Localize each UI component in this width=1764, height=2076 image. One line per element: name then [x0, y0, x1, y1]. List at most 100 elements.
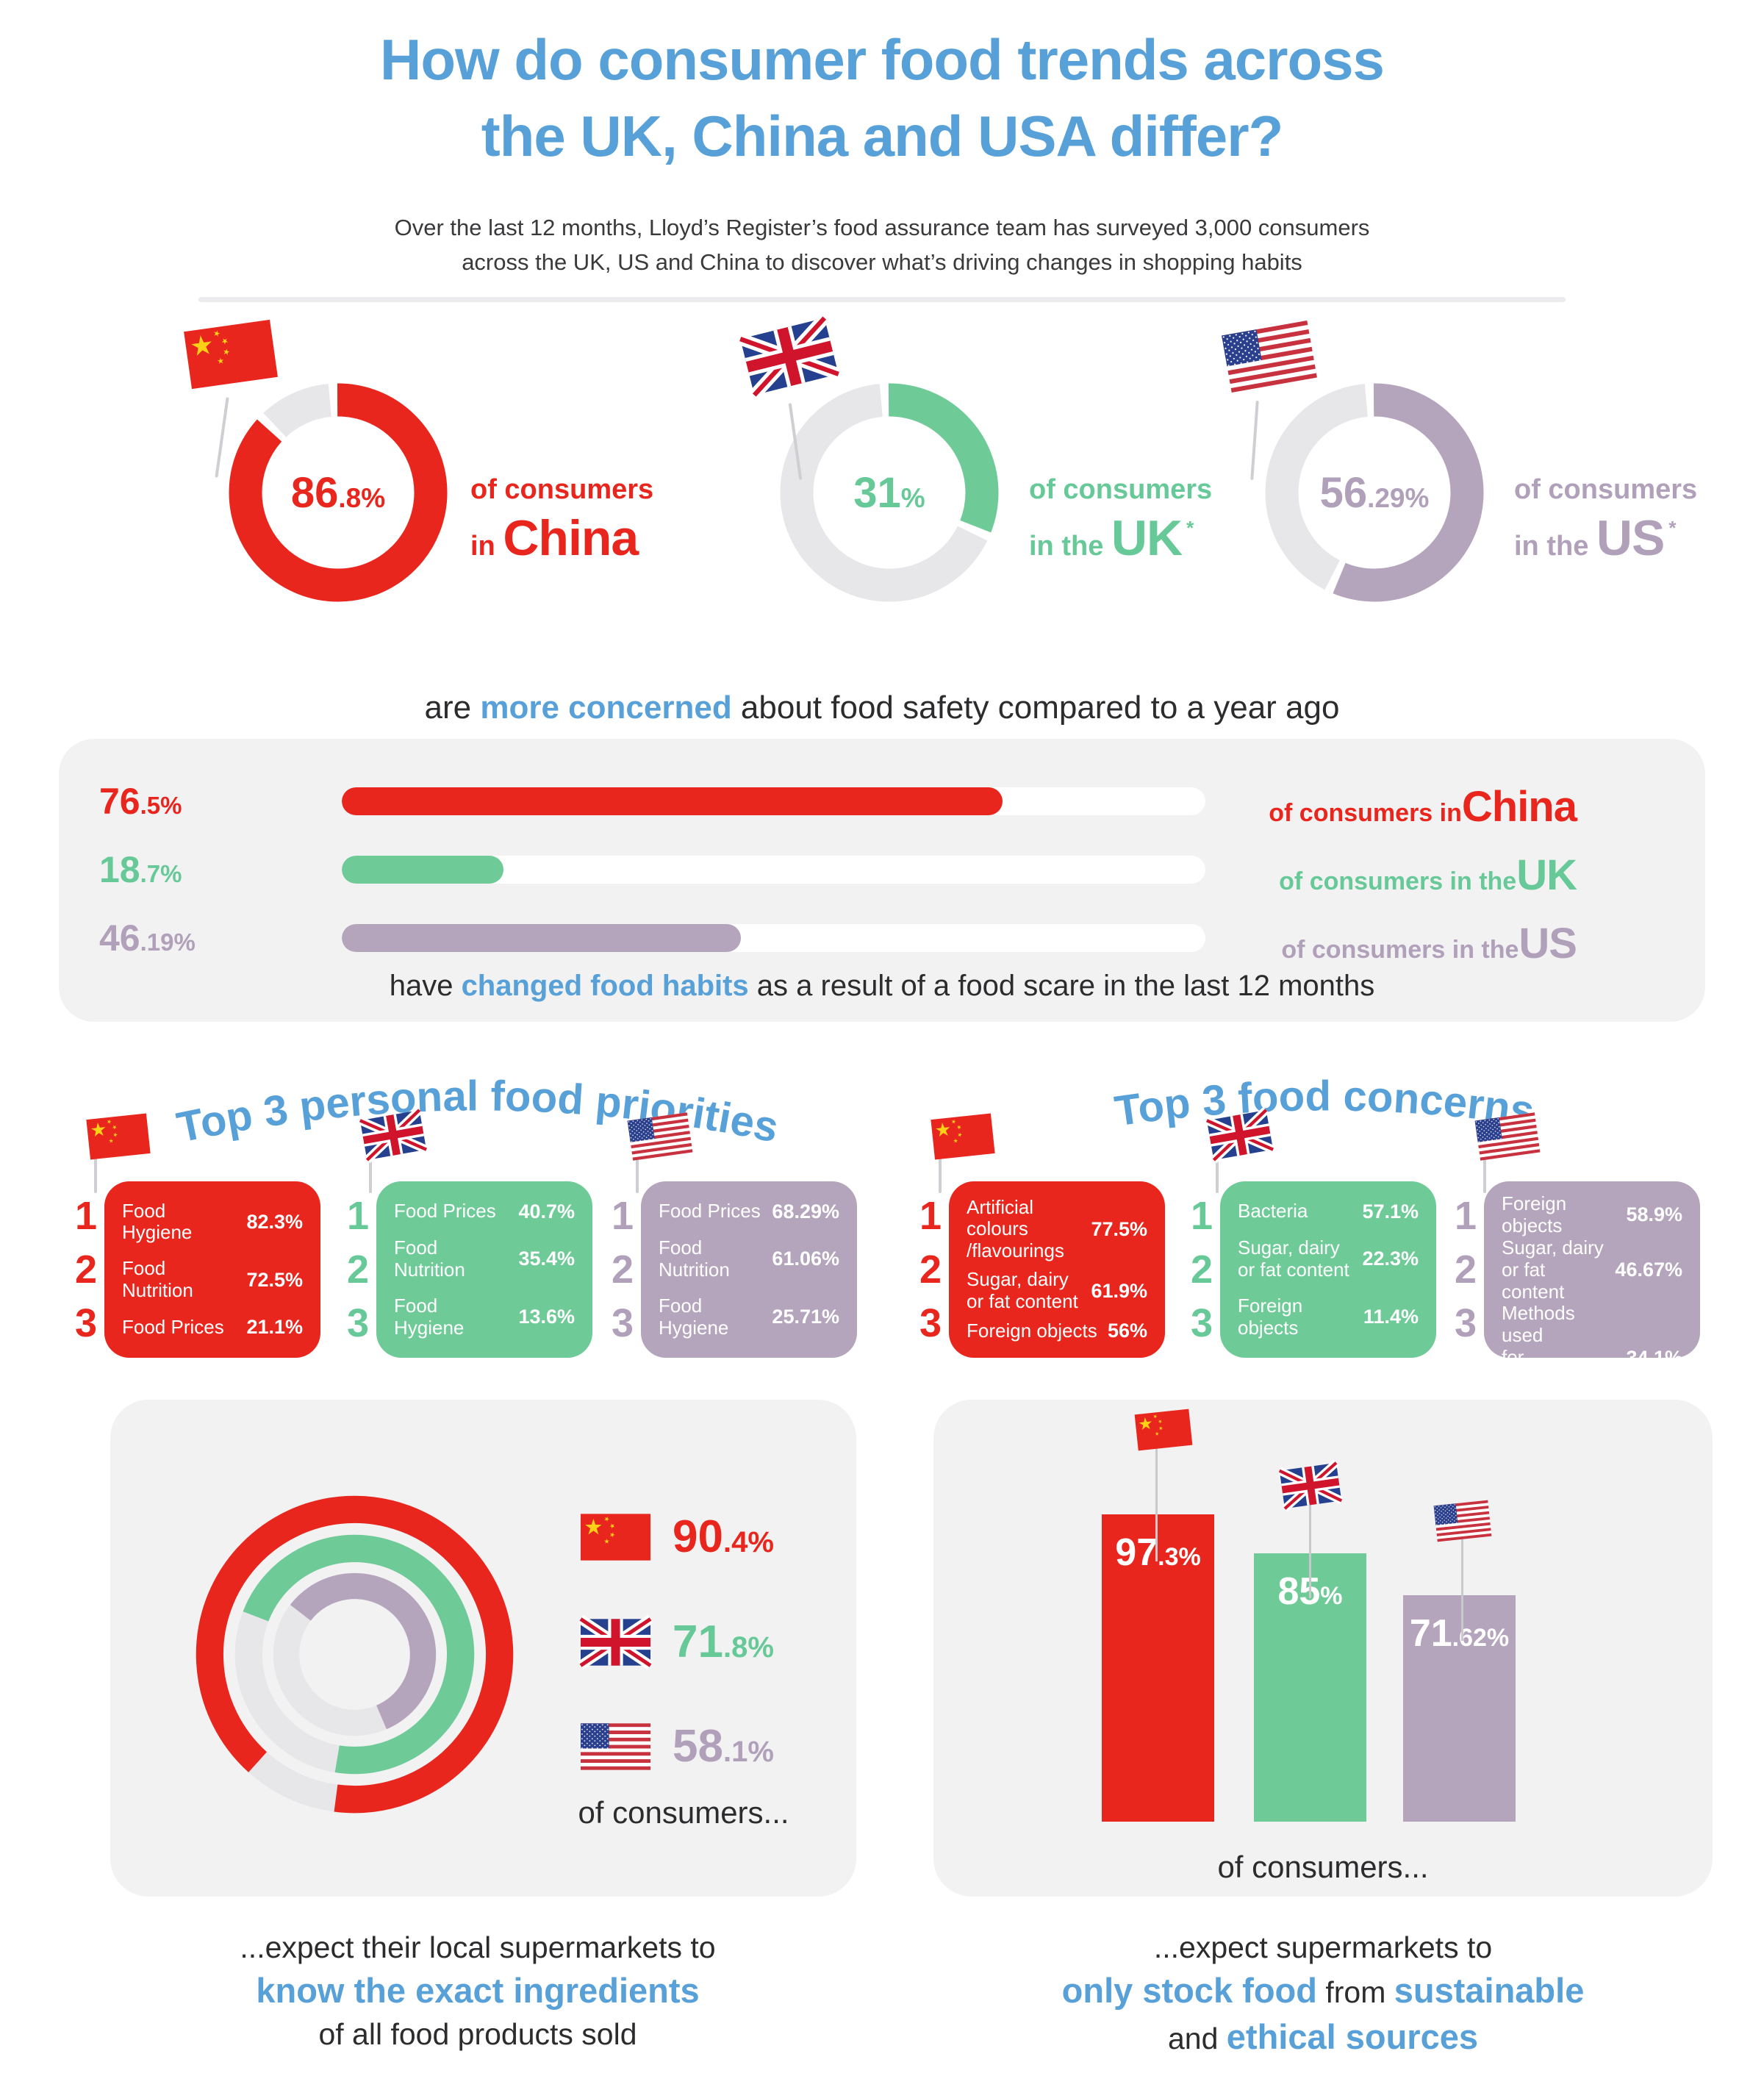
subtitle: Over the last 12 months, Lloyd’s Registe…: [0, 211, 1764, 279]
concerns-card-us: 1 2 3 Foreign objects 58.9% Sugar, dairy …: [1447, 1181, 1700, 1412]
china-flag-icon: [581, 1514, 650, 1561]
china-flag-icon: [184, 319, 278, 390]
changed-habits-panel: 76.5% of consumers in China 18.7% of con…: [59, 739, 1705, 1022]
legend-row-uk: 71.8%: [581, 1616, 774, 1668]
row-value: 34.1%: [1626, 1346, 1682, 1369]
bar-track: [342, 924, 1205, 952]
title-line2: the UK, China and USA differ?: [481, 103, 1283, 168]
row-label: Food Prices: [394, 1200, 496, 1223]
row-value: 21.1%: [246, 1316, 303, 1339]
flag-pole: [1461, 1536, 1463, 1641]
row-label: Methods used for slaughtering animals: [1502, 1302, 1606, 1412]
rank-number: 1: [1190, 1193, 1213, 1238]
rank-number: 2: [919, 1247, 942, 1292]
rings-chart: [196, 1495, 514, 1814]
subtitle-line1: Over the last 12 months, Lloyd’s Registe…: [394, 215, 1370, 240]
rank-number: 3: [611, 1301, 634, 1346]
bar-row-us: 46.19% of consumers in the US: [99, 917, 1577, 967]
row-label: Food Nutrition: [122, 1257, 193, 1302]
row-value: 56%: [1107, 1320, 1147, 1342]
us-food-safety-donut: 56.29%: [1264, 382, 1485, 603]
row-label: Food Nutrition: [659, 1236, 730, 1281]
us-flag-icon: [1433, 1500, 1492, 1542]
china-flag-icon: [86, 1113, 150, 1160]
rank-number: 2: [1454, 1247, 1477, 1292]
row-label: Sugar, dairy or fat content: [1238, 1236, 1349, 1281]
title-line1: How do consumer food trends across: [380, 27, 1385, 92]
concerns-card-uk: 1 2 3 Bacteria 57.1% Sugar, dairy or fat …: [1183, 1181, 1436, 1358]
bar-fill-china: [342, 787, 1003, 815]
priorities-heading-arc: Top 3 personal food priorities: [173, 1072, 782, 1151]
row-label: Sugar, dairy or fat content: [967, 1268, 1078, 1313]
of-consumers-label: of consumers...: [1217, 1850, 1429, 1884]
row-value: 77.5%: [1091, 1217, 1147, 1240]
rank-number: 3: [346, 1301, 370, 1346]
row-value: 72.5%: [246, 1268, 303, 1291]
vbar-us: 71.62%: [1403, 1595, 1516, 1822]
row-value: 61.06%: [772, 1248, 839, 1270]
row-value: 46.67%: [1615, 1259, 1682, 1281]
ingredients-panel: [110, 1400, 856, 1897]
china-flag-icon: [1135, 1409, 1193, 1450]
rank-number: 1: [74, 1193, 98, 1238]
uk-food-safety-donut: 31%: [779, 382, 1000, 603]
flag-pole: [1155, 1444, 1158, 1561]
row-label: Food Hygiene: [122, 1199, 193, 1244]
priorities-heading: Top 3 personal food priorities: [173, 1072, 782, 1151]
row-label: Foreign objects: [967, 1319, 1097, 1342]
us-flag-icon: [1474, 1112, 1541, 1161]
row-label: Food Hygiene: [394, 1294, 465, 1339]
us-donut-percent: 56.29%: [1319, 468, 1430, 517]
row-value: 68.29%: [772, 1200, 839, 1223]
flag-pole: [215, 397, 229, 478]
china-flag-icon: [931, 1113, 994, 1160]
rank-number: 3: [1454, 1301, 1477, 1346]
legend-row-us: 58.1%: [581, 1720, 774, 1772]
subtitle-line2: across the UK, US and China to discover …: [462, 248, 1302, 275]
row-value: 13.6%: [518, 1306, 575, 1328]
row-value: 57.1%: [1362, 1200, 1419, 1223]
rank-number: 1: [611, 1193, 634, 1238]
us-donut-label: of consumers in the US *: [1514, 474, 1698, 566]
vbar-china: 97.3%: [1102, 1514, 1214, 1822]
svg-text:Top 3 personal food priorities: Top 3 personal food priorities: [173, 1072, 782, 1151]
rank-number: 2: [74, 1247, 98, 1292]
row-value: 25.71%: [772, 1306, 839, 1328]
china-food-safety-donut: 86.8%: [228, 382, 448, 603]
page-title: How do consumer food trends across the U…: [0, 22, 1764, 174]
row-label: Bacteria: [1238, 1200, 1308, 1223]
row-value: 58.9%: [1626, 1203, 1682, 1226]
legend-row-china: 90.4%: [581, 1511, 774, 1563]
changed-habits-caption: have changed food habits as a result of …: [389, 970, 1375, 1002]
row-value: 11.4%: [1363, 1306, 1419, 1328]
priorities-card-china: 1 2 3 Food Hygiene 82.3% Food Nutrition 72…: [68, 1181, 320, 1358]
bar-fill-uk: [342, 856, 503, 884]
bar-track: [342, 787, 1205, 815]
svg-text:Top 3 food concerns: Top 3 food concerns: [1112, 1072, 1538, 1135]
rank-number: 3: [919, 1301, 942, 1346]
bar-row-uk: 18.7% of consumers in the UK: [99, 849, 1577, 899]
ingredients-caption: ...expect their local supermarkets to kn…: [240, 1930, 716, 2051]
uk-flag-icon: [1280, 1462, 1342, 1509]
bar-fill-us: [342, 924, 741, 952]
us-flag-icon: [627, 1112, 693, 1161]
rank-number: 2: [346, 1247, 370, 1292]
rank-number: 3: [74, 1301, 98, 1346]
uk-donut-percent: 31%: [853, 468, 925, 517]
rank-number: 1: [346, 1193, 370, 1238]
priorities-card-uk: 1 2 3 Food Prices 40.7% Food Nutrition 35.…: [340, 1181, 592, 1358]
priorities-card-us: 1 2 3 Food Prices 68.29% Food Nutrition 61…: [604, 1181, 857, 1358]
row-value: 35.4%: [518, 1248, 575, 1270]
us-flag-icon: [581, 1722, 650, 1770]
bar-row-china: 76.5% of consumers in China: [99, 781, 1577, 831]
row-label: Food Prices: [122, 1315, 224, 1338]
concerns-card-china: 1 2 3 Artificial colours /flavourings 77.…: [912, 1181, 1165, 1358]
concerns-heading-arc: Top 3 food concerns: [1112, 1072, 1538, 1135]
row-value: 40.7%: [518, 1200, 575, 1223]
flag-pole: [1250, 400, 1259, 481]
china-donut-percent: 86.8%: [290, 468, 386, 517]
food-safety-caption: are more concerned about food safety com…: [424, 690, 1340, 726]
row-label: Food Prices: [659, 1200, 761, 1223]
divider: [198, 297, 1566, 302]
